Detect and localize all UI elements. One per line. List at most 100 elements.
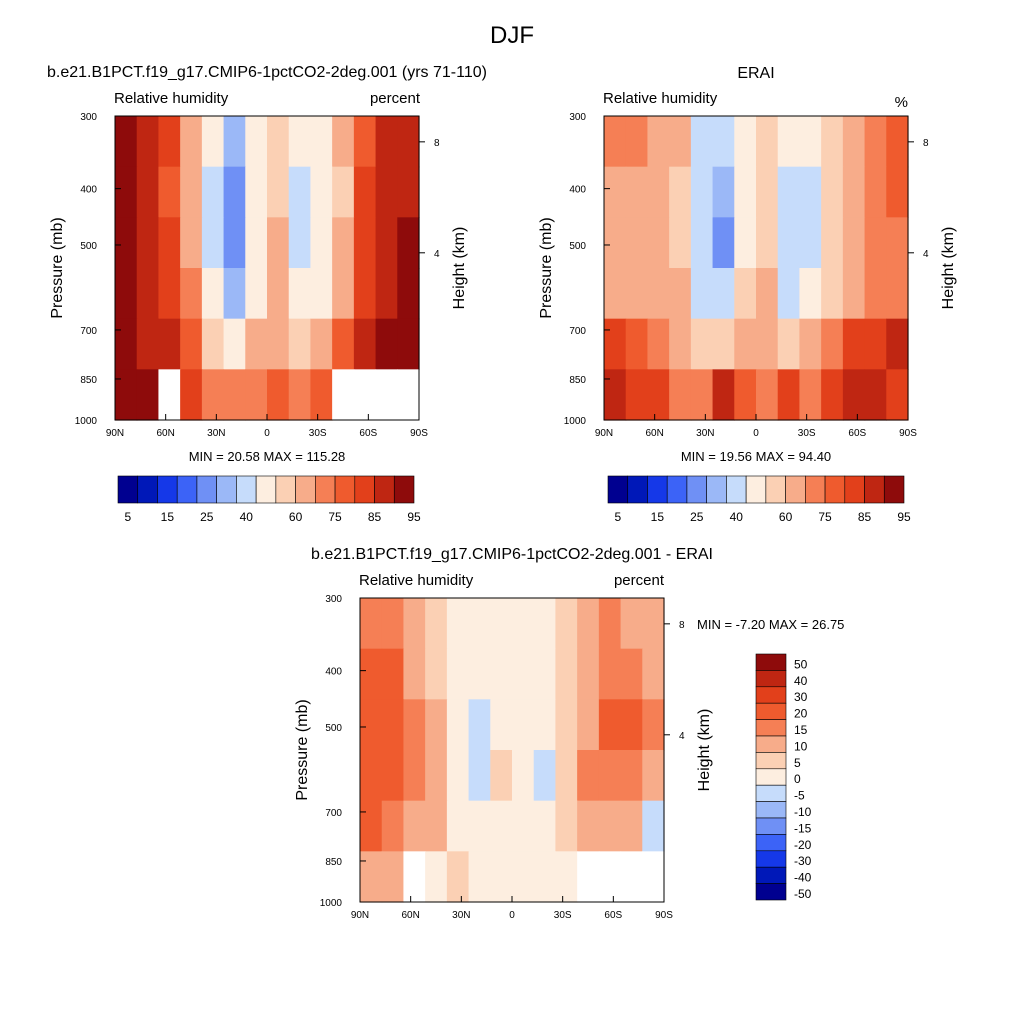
heatmap-cell	[842, 318, 866, 370]
heatmap-cell	[864, 268, 887, 320]
colorbar-label: 30	[794, 690, 808, 704]
colorbar-label: -40	[794, 871, 812, 885]
y-tick-label: 850	[325, 857, 342, 868]
heatmap-cell	[864, 116, 887, 168]
panel-difference: b.e21.B1PCT.f19_g17.CMIP6-1pctCO2-2deg.0…	[294, 546, 844, 921]
y-tick-label: 400	[80, 185, 97, 196]
colorbar-swatch	[137, 475, 158, 504]
heatmap-cell	[245, 268, 268, 320]
heatmap-cell	[864, 166, 887, 218]
panel-model-y2-axis-title: Height (km)	[451, 227, 468, 310]
heatmap-cell	[821, 116, 844, 168]
heatmap-cell	[842, 369, 866, 421]
heatmap-cell	[690, 116, 714, 168]
colorbar-label: -5	[794, 789, 805, 803]
heatmap-cell	[555, 750, 578, 802]
heatmap-cell	[734, 369, 757, 421]
heatmap-cell	[115, 369, 138, 421]
heatmap-cell	[756, 166, 779, 218]
colorbar-swatch	[864, 475, 885, 504]
heatmap-cell	[490, 699, 513, 751]
heatmap-cell	[425, 648, 448, 700]
heatmap-cell	[512, 699, 535, 751]
heatmap-cell	[625, 217, 649, 269]
heatmap-cell	[821, 166, 844, 218]
heatmap-cell	[201, 318, 225, 370]
heatmap-cell	[886, 166, 909, 218]
heatmap-cell	[288, 369, 312, 421]
colorbar-label: 15	[651, 510, 665, 524]
heatmap-cell	[821, 369, 844, 421]
heatmap-cell	[375, 318, 398, 370]
colorbar-label: -50	[794, 887, 812, 901]
colorbar-swatch	[315, 475, 336, 504]
panel-erai-plot: 90N 60N 30N 0 30S 60S 90S 300 400 500 700 850 1000 8 4	[564, 112, 929, 439]
colorbar-swatch	[157, 475, 178, 504]
heatmap-cell	[533, 648, 557, 700]
panel-difference-variable-label: Relative humidity	[359, 572, 474, 589]
colorbar-label: 40	[794, 674, 808, 688]
heatmap-cell	[712, 318, 735, 370]
heatmap-cell	[690, 217, 714, 269]
panel-model-variable-label: Relative humidity	[114, 90, 229, 107]
heatmap-cell	[381, 851, 405, 903]
colorbar-swatch	[755, 817, 787, 835]
colorbar-label: 60	[289, 510, 303, 524]
panel-difference-plot: 90N 60N 30N 0 30S 60S 90S 300 400 500 700 850 1000 8 4	[320, 594, 685, 921]
heatmap-cell	[375, 369, 398, 421]
heatmap-cell	[598, 800, 622, 852]
heatmap-cell	[734, 116, 757, 168]
x-tick-label: 60S	[604, 910, 622, 921]
colorbar-swatch	[666, 475, 688, 504]
heatmap-cell	[332, 116, 355, 168]
heatmap-cell	[446, 598, 470, 650]
y-tick-label: 500	[80, 241, 97, 252]
heatmap-cell	[642, 750, 665, 802]
heatmap-cell	[604, 166, 627, 218]
heatmap-cell	[669, 166, 692, 218]
heatmap-cell	[360, 699, 383, 751]
heatmap-cell	[756, 369, 779, 421]
heatmap-cell	[734, 318, 757, 370]
heatmap-cell	[669, 268, 692, 320]
heatmap-cell	[512, 648, 535, 700]
heatmap-cell	[310, 318, 333, 370]
colorbar-swatch	[755, 686, 787, 704]
colorbar-swatch	[755, 883, 787, 901]
colorbar-swatch	[647, 475, 668, 504]
colorbar-swatch	[755, 784, 787, 802]
heatmap-cell	[886, 116, 909, 168]
heatmap-cell	[512, 598, 535, 650]
heatmap-cell	[690, 369, 714, 421]
y2-tick-label: 8	[923, 138, 929, 149]
colorbar-swatch	[275, 475, 296, 504]
heatmap-cell	[332, 369, 355, 421]
heatmap-cell	[446, 800, 470, 852]
heatmap-cell	[136, 268, 160, 320]
colorbar-label: 0	[794, 772, 801, 786]
heatmap-cell	[158, 268, 181, 320]
panel-erai-title: ERAI	[737, 65, 774, 82]
panel-model-stats: MIN = 20.58 MAX = 115.28	[189, 449, 346, 464]
heatmap-cell	[647, 268, 670, 320]
heatmap-cell	[577, 598, 600, 650]
heatmap-cell	[468, 800, 491, 852]
panel-erai: ERAI Relative humidity % 90N 60N 30N 0 30S 60…	[538, 65, 957, 524]
heatmap-cell	[446, 648, 470, 700]
x-tick-label: 60N	[401, 910, 419, 921]
colorbar-label: 40	[730, 510, 744, 524]
heatmap-cell	[288, 268, 312, 320]
colorbar-label: 85	[368, 510, 382, 524]
heatmap-cell	[777, 318, 801, 370]
x-tick-label: 30S	[309, 428, 327, 439]
heatmap-cell	[310, 116, 333, 168]
heatmap-cell	[425, 699, 448, 751]
heatmap-cell	[642, 699, 665, 751]
x-tick-label: 90N	[106, 428, 124, 439]
heatmap-cell	[669, 318, 692, 370]
heatmap-cell	[777, 116, 801, 168]
heatmap-cell	[397, 318, 420, 370]
panel-model: b.e21.B1PCT.f19_g17.CMIP6-1pctCO2-2deg.0…	[47, 64, 487, 524]
heatmap-cell	[288, 318, 312, 370]
